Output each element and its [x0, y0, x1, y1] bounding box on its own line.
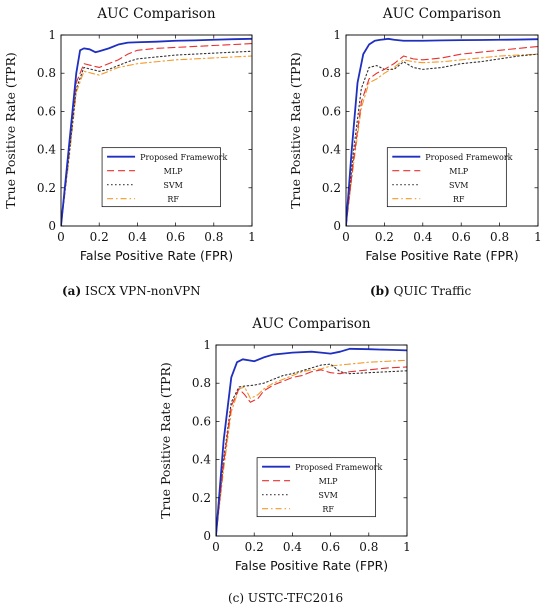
- series-line-proposed-framework: [216, 347, 407, 536]
- y-tick-label: 1: [48, 28, 56, 42]
- legend-label: MLP: [319, 477, 339, 486]
- x-tick-label: 0.4: [283, 540, 302, 554]
- caption-c-text: USTC-TFC2016: [247, 591, 344, 605]
- chart-title: AUC Comparison: [96, 6, 216, 22]
- legend-label: RF: [453, 195, 465, 204]
- series-line-svm: [216, 363, 407, 536]
- y-tick-label: 0: [203, 529, 211, 543]
- series-group: [61, 37, 252, 226]
- legend-label: RF: [322, 505, 334, 514]
- x-tick-label: 0.8: [204, 230, 223, 244]
- y-tick-label: 0.6: [192, 414, 211, 428]
- y-tick-label: 1: [203, 338, 211, 352]
- y-tick-label: 0: [333, 219, 341, 233]
- axes-frame: [345, 34, 539, 227]
- caption-c: (c) USTC-TFC2016: [228, 591, 343, 605]
- y-axis-label: True Positive Rate (TPR): [3, 52, 18, 209]
- x-tick-label: 0.6: [166, 230, 185, 244]
- y-tick-label: 0.4: [192, 453, 211, 467]
- legend: Proposed Framework MLP SVM RF: [256, 457, 382, 518]
- caption-a-tag: (a): [62, 284, 82, 298]
- caption-b: (b) QUIC Traffic: [370, 284, 471, 298]
- x-tick-label: 0.4: [128, 230, 147, 244]
- series-line-mlp: [61, 43, 252, 226]
- legend: Proposed Framework MLP SVM RF: [386, 147, 513, 208]
- y-tick-label: 0.8: [192, 376, 211, 390]
- series-line-proposed-framework: [346, 37, 538, 226]
- chart-c: AUC Comparison 00 0.2 0.2 0.4 0.4 0.6 0.6 0.8 0.8…: [158, 316, 411, 573]
- y-tick-label: 0.2: [322, 181, 341, 195]
- x-axis-label: False Positive Rate (FPR): [365, 248, 518, 263]
- x-tick-label: 0.8: [359, 540, 378, 554]
- chart-b: AUC Comparison 00 0.2 0.2 0.4 0.4 0.6 0.6 0.8 0.8…: [288, 6, 542, 263]
- y-tick-label: 0.6: [322, 104, 341, 118]
- caption-a-text: ISCX VPN-nonVPN: [84, 284, 201, 298]
- x-tick-label: 0.2: [90, 230, 109, 244]
- legend-label: Proposed Framework: [425, 153, 512, 162]
- series-line-rf: [61, 55, 252, 226]
- axes-frame: [215, 344, 408, 537]
- x-tick-label: 0: [342, 230, 350, 244]
- x-tick-label: 1: [248, 230, 256, 244]
- legend-label: SVM: [163, 181, 182, 190]
- y-axis-label: True Positive Rate (TPR): [158, 362, 173, 519]
- x-tick-label: 0.8: [490, 230, 509, 244]
- x-tick-label: 0.6: [452, 230, 471, 244]
- series-line-proposed-framework: [61, 37, 252, 226]
- series-line-svm: [346, 53, 538, 226]
- series-line-mlp: [346, 45, 538, 226]
- legend-label: SVM: [318, 491, 337, 500]
- caption-a: (a) ISCX VPN-nonVPN: [62, 284, 201, 298]
- caption-c-tag: (c): [228, 591, 245, 605]
- legend: Proposed Framework MLP SVM RF: [101, 147, 227, 208]
- caption-b-text: QUIC Traffic: [393, 284, 472, 298]
- y-tick-label: 0.4: [37, 143, 56, 157]
- y-tick-label: 0.8: [322, 66, 341, 80]
- axes-frame: [60, 34, 253, 227]
- x-axis-label: False Positive Rate (FPR): [80, 248, 233, 263]
- chart-a: AUC Comparison 00 0.2 0.2 0.4 0.4 0.6 0.6 0.8 0.8…: [3, 6, 256, 263]
- y-axis-label: True Positive Rate (TPR): [288, 52, 303, 209]
- x-tick-label: 1: [534, 230, 542, 244]
- y-tick-label: 0.8: [37, 66, 56, 80]
- y-tick-label: 0.2: [37, 181, 56, 195]
- series-line-rf: [346, 53, 538, 226]
- series-group: [216, 347, 407, 536]
- y-tick-label: 0.6: [37, 104, 56, 118]
- x-tick-label: 0.2: [245, 540, 264, 554]
- series-line-svm: [61, 50, 252, 226]
- x-tick-label: 0.2: [375, 230, 394, 244]
- x-tick-label: 0: [57, 230, 65, 244]
- legend-label: RF: [167, 195, 179, 204]
- x-tick-label: 0.4: [413, 230, 432, 244]
- y-tick-label: 0.2: [192, 491, 211, 505]
- series-line-mlp: [216, 366, 407, 536]
- x-tick-label: 0: [212, 540, 220, 554]
- legend-label: Proposed Framework: [295, 463, 382, 472]
- y-tick-label: 0: [48, 219, 56, 233]
- y-tick-label: 1: [333, 28, 341, 42]
- legend-label: Proposed Framework: [140, 153, 227, 162]
- chart-title: AUC Comparison: [251, 316, 371, 332]
- x-axis-label: False Positive Rate (FPR): [235, 558, 388, 573]
- y-tick-label: 0.4: [322, 143, 341, 157]
- legend-label: MLP: [164, 167, 184, 176]
- chart-title: AUC Comparison: [382, 6, 502, 22]
- x-tick-label: 0.6: [321, 540, 340, 554]
- legend-label: MLP: [449, 167, 469, 176]
- legend-label: SVM: [449, 181, 468, 190]
- caption-b-tag: (b): [370, 284, 390, 298]
- x-tick-label: 1: [403, 540, 411, 554]
- series-group: [346, 37, 538, 226]
